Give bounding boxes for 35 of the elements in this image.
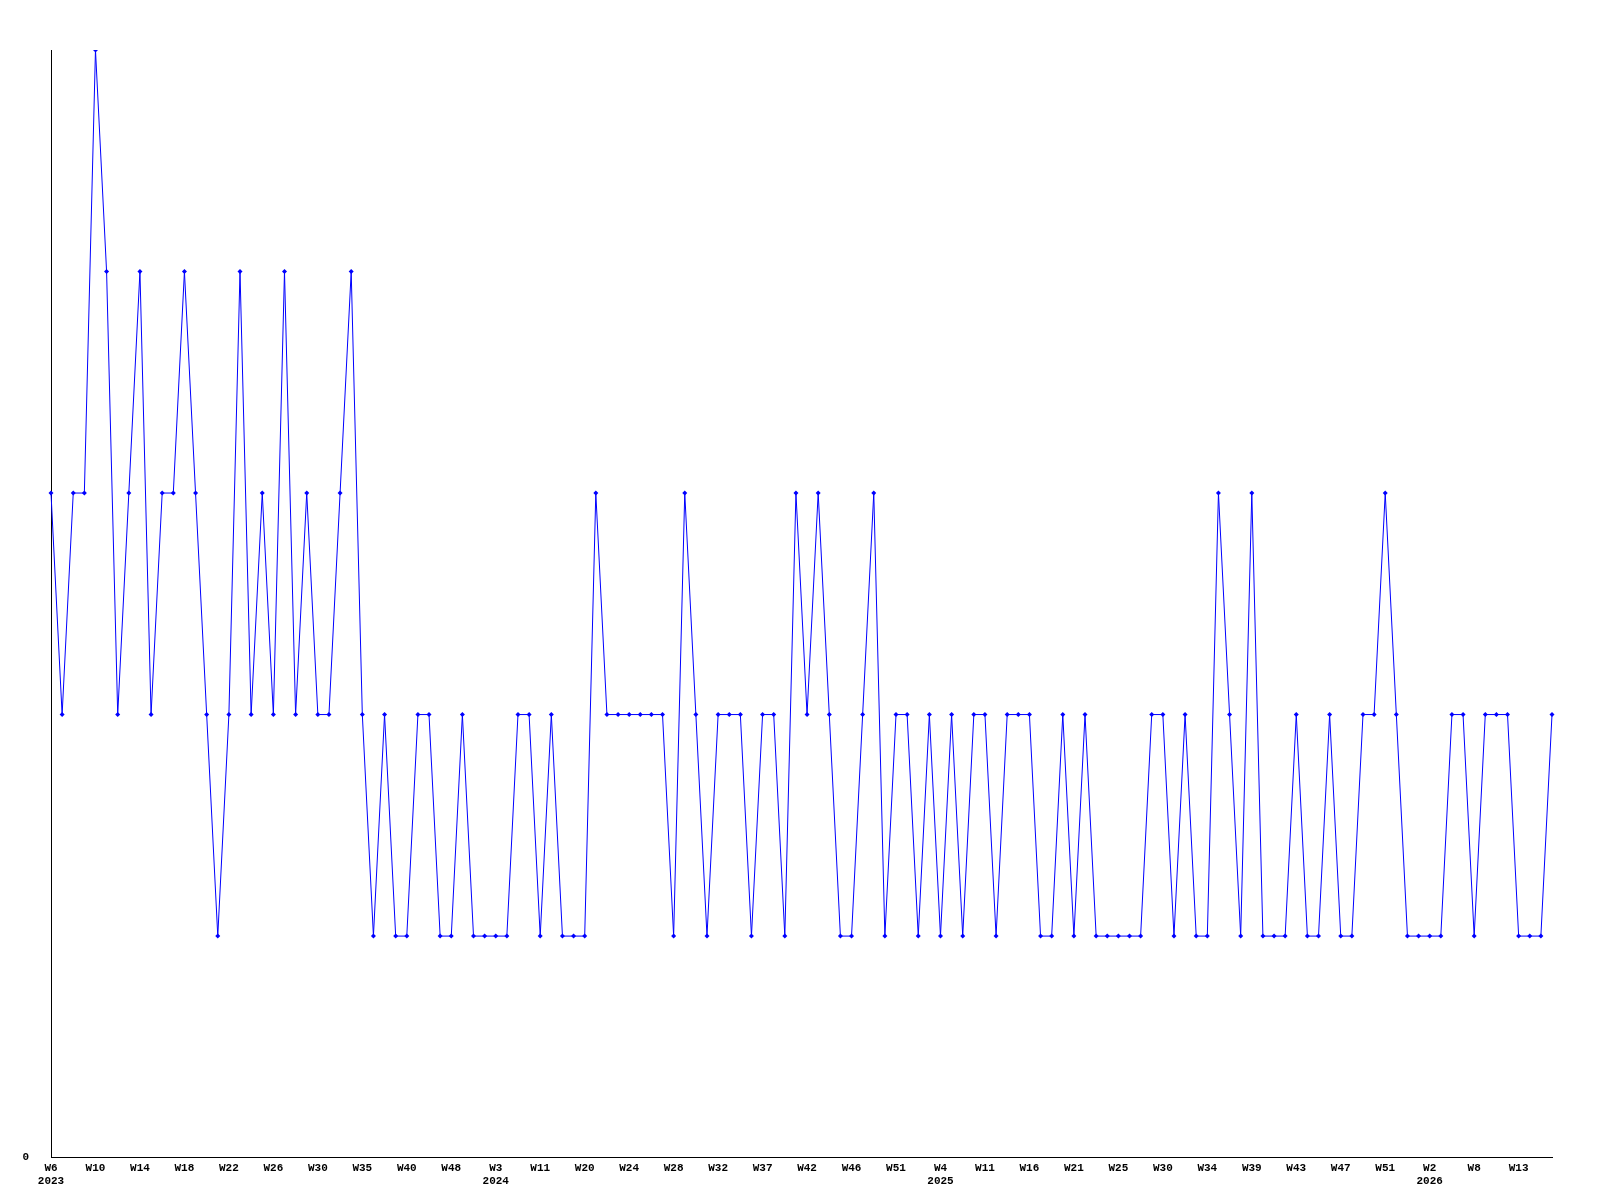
- x-tick-label: W26: [263, 1161, 284, 1174]
- x-tick-label: W48: [441, 1161, 462, 1174]
- x-tick-label: W13: [1508, 1161, 1529, 1174]
- x-tick-label: W30: [307, 1161, 328, 1174]
- x-tick-label: W6 2023: [37, 1161, 65, 1188]
- x-tick-label: W16: [1019, 1161, 1040, 1174]
- x-tick-label: W11: [530, 1161, 551, 1174]
- x-tick-label: W32: [708, 1161, 729, 1174]
- x-tick-label: W2 2026: [1416, 1161, 1443, 1188]
- x-tick-label: W46: [841, 1161, 862, 1174]
- x-tick-label: W10: [85, 1161, 106, 1174]
- x-tick-label: W40: [396, 1161, 417, 1174]
- x-tick-label: W51: [886, 1161, 907, 1174]
- x-tick-label: W47: [1330, 1161, 1351, 1174]
- x-tick-label: W21: [1064, 1161, 1085, 1174]
- x-tick-label: W24: [619, 1161, 640, 1174]
- x-tick-label: W8: [1467, 1161, 1482, 1174]
- x-tick-label: W20: [574, 1161, 595, 1174]
- x-tick-label: W25: [1108, 1161, 1129, 1174]
- x-tick-label: W34: [1197, 1161, 1218, 1174]
- text: 0: [22, 1151, 29, 1164]
- x-tick-label: W18: [174, 1161, 195, 1174]
- x-tick-label: W4 2025: [927, 1161, 955, 1188]
- x-tick-label: W42: [797, 1161, 817, 1174]
- x-tick-label: W37: [752, 1161, 773, 1174]
- x-tick-label: W39: [1241, 1161, 1262, 1174]
- x-tick-label: W14: [130, 1161, 151, 1174]
- x-tick-label: W28: [663, 1161, 684, 1174]
- x-tick-label: W30: [1152, 1161, 1173, 1174]
- x-tick-label: W43: [1286, 1161, 1307, 1174]
- x-tick-label: W51: [1375, 1161, 1396, 1174]
- x-tick-label: W22: [218, 1161, 239, 1174]
- x-tick-label: W11: [975, 1161, 996, 1174]
- x-tick-label: W3 2024: [482, 1161, 510, 1188]
- x-tick-label: W35: [352, 1161, 373, 1174]
